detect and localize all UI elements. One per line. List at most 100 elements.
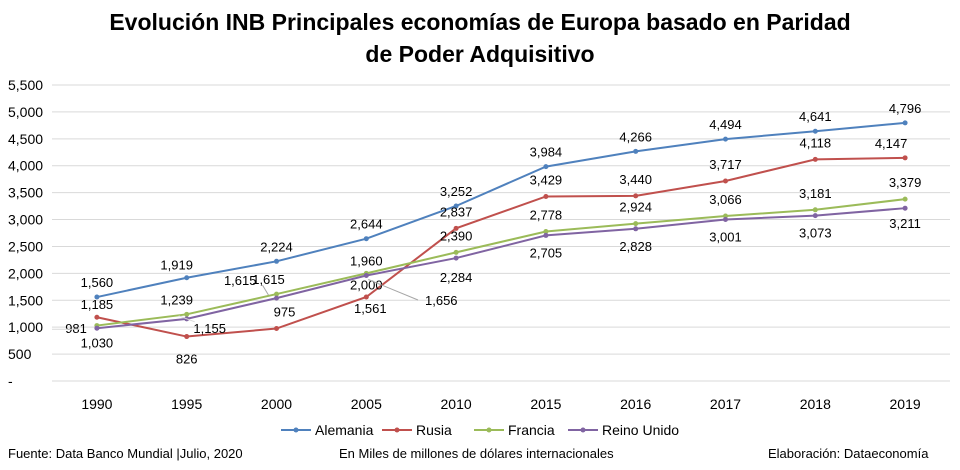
data-point bbox=[453, 225, 459, 231]
data-point bbox=[453, 203, 459, 209]
leader-line bbox=[178, 315, 195, 323]
data-point bbox=[184, 275, 190, 281]
data-label: 3,252 bbox=[440, 184, 473, 199]
data-point bbox=[184, 334, 190, 340]
data-point bbox=[633, 221, 639, 227]
series-line-rusia bbox=[96, 156, 906, 338]
data-label: 1,560 bbox=[81, 275, 114, 290]
source-note: Fuente: Data Banco Mundial |Julio, 2020 bbox=[8, 446, 243, 461]
data-label: 4,118 bbox=[800, 135, 832, 150]
data-point bbox=[633, 148, 639, 154]
y-tick-label: 4,500 bbox=[8, 131, 43, 147]
data-label: 4,147 bbox=[875, 136, 908, 151]
data-point bbox=[902, 196, 908, 202]
data-label: 2,224 bbox=[260, 239, 293, 254]
x-tick-label: 2016 bbox=[620, 396, 651, 412]
data-point bbox=[94, 314, 100, 320]
legend-label: Reino Unido bbox=[602, 422, 680, 438]
data-label: 3,001 bbox=[709, 229, 742, 244]
data-point bbox=[812, 207, 818, 213]
data-point bbox=[363, 294, 369, 300]
y-tick-label: 4,000 bbox=[8, 158, 43, 174]
y-tick-label: 1,500 bbox=[8, 292, 43, 308]
data-label: 1,030 bbox=[81, 336, 114, 351]
series-line-alemania bbox=[96, 121, 906, 299]
data-point bbox=[94, 325, 100, 331]
data-point bbox=[902, 205, 908, 211]
data-label: 1,239 bbox=[160, 292, 193, 307]
y-tick-label: 500 bbox=[8, 346, 32, 362]
data-label: 3,211 bbox=[889, 216, 921, 231]
data-point bbox=[812, 213, 818, 219]
data-label: 3,440 bbox=[619, 172, 652, 187]
legend-marker bbox=[474, 427, 504, 433]
units-note: En Miles de millones de dólares internac… bbox=[339, 446, 614, 461]
data-label: 4,494 bbox=[709, 117, 742, 132]
data-point bbox=[94, 294, 100, 300]
y-tick-label: 5,000 bbox=[8, 104, 43, 120]
credit-note: Elaboración: Dataeconomía bbox=[768, 446, 929, 461]
chart-title: Evolución INB Principales economías de E… bbox=[0, 6, 960, 70]
legend-label: Alemania bbox=[315, 422, 374, 438]
data-label: 4,796 bbox=[889, 101, 922, 116]
data-point bbox=[543, 232, 549, 238]
title-line-2: de Poder Adquisitivo bbox=[365, 41, 595, 67]
data-label: 2,000 bbox=[350, 277, 383, 292]
x-tick-label: 2010 bbox=[441, 396, 472, 412]
legend-marker bbox=[281, 427, 311, 433]
data-label: 3,984 bbox=[530, 145, 563, 160]
data-label: 1,185 bbox=[81, 297, 114, 312]
data-point bbox=[274, 258, 279, 264]
data-label: 1,656 bbox=[425, 293, 458, 308]
data-label: 1,155 bbox=[193, 321, 226, 336]
x-tick-label: 1995 bbox=[171, 396, 202, 412]
data-label: 1,615 bbox=[224, 273, 257, 288]
data-label: 2,284 bbox=[440, 270, 473, 285]
legend-marker bbox=[382, 427, 412, 433]
data-point bbox=[274, 326, 279, 332]
data-label: 2,390 bbox=[440, 228, 473, 243]
data-point bbox=[633, 193, 639, 199]
y-tick-label: 3,000 bbox=[8, 212, 43, 228]
legend: Alemania Rusia Francia Reino Unido bbox=[0, 422, 960, 442]
data-point bbox=[274, 295, 279, 301]
data-label: 3,429 bbox=[530, 172, 563, 187]
data-label: 2,837 bbox=[440, 204, 473, 219]
data-point bbox=[543, 228, 549, 234]
data-point bbox=[812, 156, 818, 162]
y-tick-label: 2,500 bbox=[8, 238, 43, 254]
data-label: 1,615 bbox=[252, 272, 285, 287]
data-label: 4,266 bbox=[619, 129, 652, 144]
data-label: 2,644 bbox=[350, 217, 383, 232]
series-line-reino-unido bbox=[96, 207, 906, 330]
data-point bbox=[543, 193, 549, 199]
y-tick-label: 2,000 bbox=[8, 265, 43, 281]
x-tick-label: 2000 bbox=[261, 396, 292, 412]
data-label: 3,181 bbox=[799, 186, 832, 201]
y-tick-label: 3,500 bbox=[8, 185, 43, 201]
x-tick-label: 1990 bbox=[81, 396, 112, 412]
data-label: 2,924 bbox=[619, 200, 652, 215]
data-point bbox=[723, 213, 728, 219]
data-point bbox=[723, 178, 728, 184]
legend-item: Alemania bbox=[281, 422, 373, 438]
data-label: 2,828 bbox=[619, 239, 652, 254]
data-label: 826 bbox=[176, 352, 198, 367]
x-tick-label: 2017 bbox=[710, 396, 741, 412]
data-point bbox=[363, 273, 369, 279]
data-point bbox=[543, 164, 549, 170]
data-point bbox=[453, 249, 459, 255]
legend-label: Francia bbox=[508, 422, 555, 438]
legend-marker bbox=[568, 427, 598, 433]
y-tick-label: 5,500 bbox=[8, 77, 43, 93]
data-label: 975 bbox=[274, 305, 296, 320]
data-point bbox=[812, 128, 818, 134]
x-tick-label: 2015 bbox=[530, 396, 561, 412]
x-tick-label: 2019 bbox=[890, 396, 921, 412]
data-point bbox=[184, 311, 190, 317]
data-point bbox=[363, 236, 369, 242]
y-tick-label: 1,000 bbox=[8, 319, 43, 335]
data-label: 3,717 bbox=[709, 157, 742, 172]
y-tick-label: - bbox=[8, 373, 13, 389]
data-point bbox=[723, 136, 728, 142]
